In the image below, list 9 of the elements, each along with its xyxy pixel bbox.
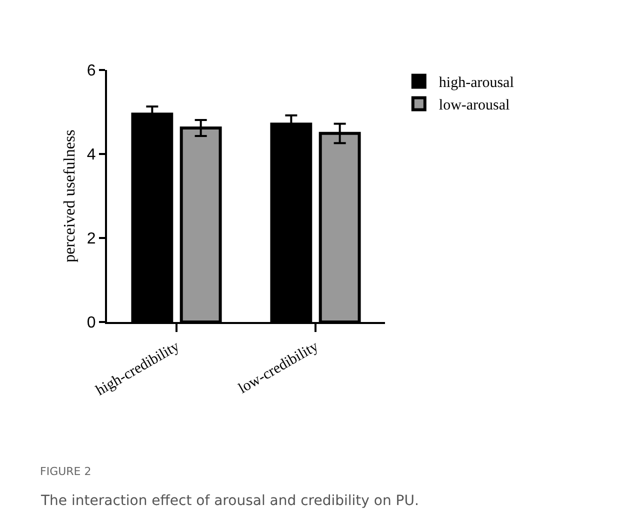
caption: FIGURE 2 [40, 465, 92, 478]
legend-label: low-arousal [438, 98, 510, 114]
y-tick-label: 6 [86, 62, 96, 80]
text: The interaction effect of arousal and credibility on PU. [40, 493, 419, 509]
y-axis-title: perceived usefulness [61, 130, 78, 262]
y-tick-label: 0 [86, 314, 96, 332]
y-tick-label: 4 [86, 146, 96, 164]
y-tick-label: 2 [86, 230, 96, 248]
legend-label: high-arousal [438, 75, 514, 92]
